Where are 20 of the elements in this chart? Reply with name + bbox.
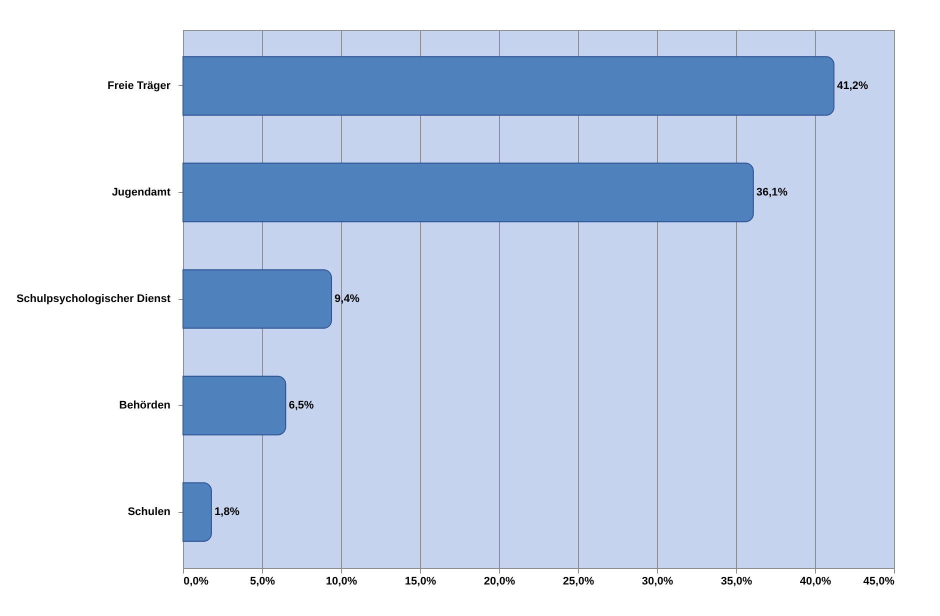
x-tick-label: 40,0% (800, 576, 832, 588)
y-tick-label: Schulen (128, 506, 171, 518)
x-tick-label: 5,0% (250, 576, 276, 588)
x-tick-label: 35,0% (720, 576, 752, 588)
y-tick-label: Behörden (119, 400, 171, 412)
data-label: 6,5% (288, 400, 314, 412)
x-tick-label: 15,0% (404, 576, 436, 588)
data-label: 1,8% (214, 506, 240, 518)
data-label: 9,4% (334, 293, 360, 305)
data-label: 36,1% (756, 186, 788, 198)
x-tick-label: 45,0% (863, 576, 895, 588)
x-tick-label: 30,0% (642, 576, 674, 588)
x-tick-label: 0,0% (184, 576, 209, 588)
y-tick-label: Freie Träger (108, 80, 172, 92)
x-tick-label: 25,0% (562, 576, 594, 588)
y-tick-label: Schulpsychologischer Dienst (16, 293, 171, 305)
x-tick-label: 10,0% (326, 576, 358, 588)
data-label: 41,2% (836, 80, 868, 92)
x-tick-label: 20,0% (484, 576, 516, 588)
y-tick-label: Jugendamt (112, 186, 171, 198)
